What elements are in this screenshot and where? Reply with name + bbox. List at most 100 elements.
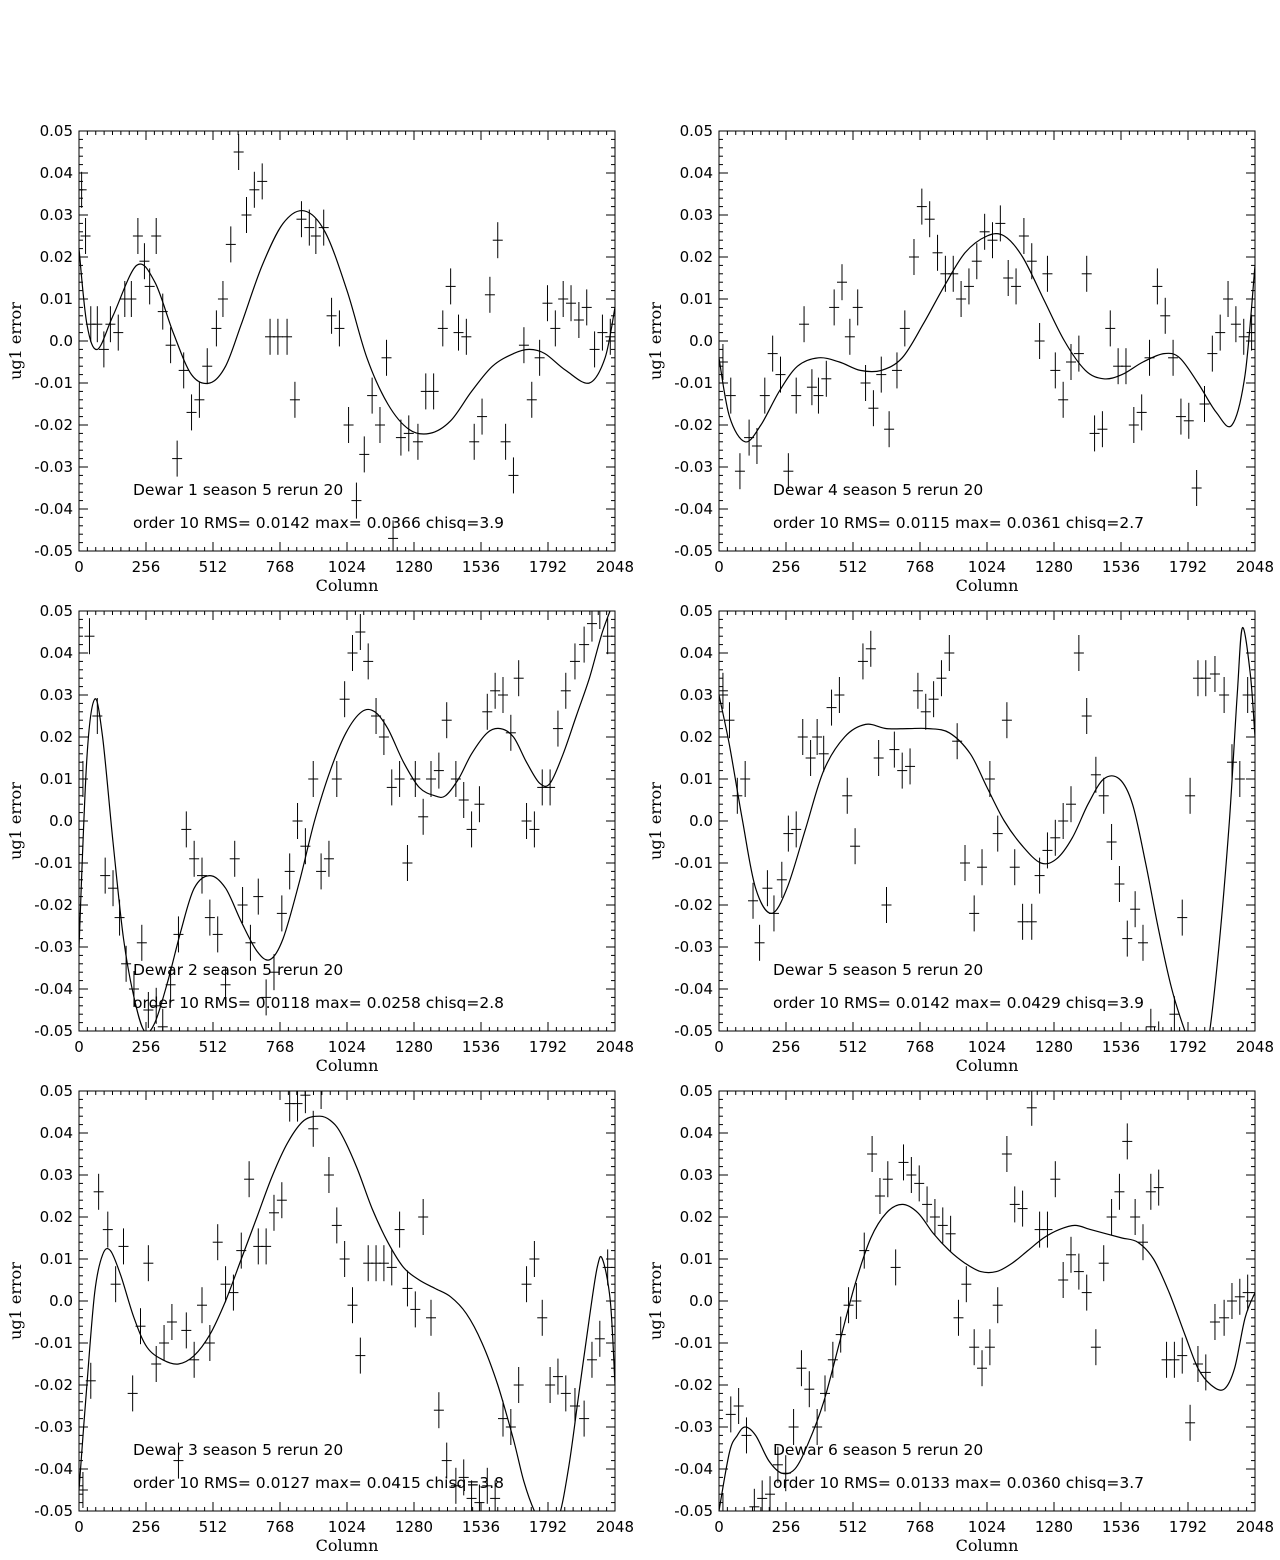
data-point xyxy=(757,1480,768,1511)
x-tick-label: 0 xyxy=(714,1518,724,1536)
data-point xyxy=(186,394,197,431)
data-point xyxy=(1050,819,1061,856)
data-point xyxy=(189,840,200,877)
data-point xyxy=(92,306,103,343)
data-point xyxy=(868,390,879,427)
y-tick-label: 0.05 xyxy=(40,1082,73,1100)
data-point xyxy=(402,1270,413,1307)
data-point xyxy=(1168,339,1179,376)
data-point xyxy=(233,134,244,170)
data-point xyxy=(842,777,853,814)
data-point xyxy=(1106,1199,1117,1235)
data-point xyxy=(1042,832,1053,869)
data-point xyxy=(105,306,116,343)
y-tick-label: 0.02 xyxy=(680,1208,713,1226)
x-tick-label: 256 xyxy=(772,1518,801,1536)
y-axis-label: ug1 error xyxy=(646,1262,665,1340)
data-point xyxy=(378,1245,389,1282)
annotation-dewar: Dewar 4 season 5 rerun 20 xyxy=(773,481,983,499)
y-tick-label: -0.01 xyxy=(34,854,73,872)
data-point xyxy=(1234,761,1245,797)
data-point xyxy=(963,268,974,305)
data-point xyxy=(979,213,990,250)
data-point xyxy=(326,297,337,334)
data-point xyxy=(1098,1245,1109,1282)
y-tick-label: -0.05 xyxy=(34,1022,73,1040)
data-point xyxy=(513,1367,524,1403)
data-point xyxy=(1230,306,1241,343)
x-tick-label: 768 xyxy=(906,1038,935,1056)
x-tick-label: 1024 xyxy=(968,1038,1006,1056)
data-point xyxy=(284,853,295,890)
data-point xyxy=(402,845,413,881)
y-tick-label: -0.04 xyxy=(674,500,713,518)
y-tick-label: 0.05 xyxy=(680,602,713,620)
x-tick-label: 2048 xyxy=(1236,1518,1274,1536)
data-point xyxy=(1081,1274,1092,1311)
y-tick-label: 0.01 xyxy=(40,770,73,788)
data-point xyxy=(1191,470,1202,506)
data-point xyxy=(797,719,808,755)
y-tick-label: -0.05 xyxy=(674,1502,713,1520)
data-point xyxy=(1130,1199,1141,1235)
data-point xyxy=(812,1409,823,1445)
x-tick-label: 768 xyxy=(906,1518,935,1536)
data-point xyxy=(1219,1299,1230,1336)
x-tick-label: 1280 xyxy=(1035,1518,1073,1536)
data-point xyxy=(143,992,154,1028)
x-tick-label: 1792 xyxy=(1169,558,1207,576)
data-point xyxy=(992,1287,1003,1324)
data-point xyxy=(581,289,592,326)
data-point xyxy=(1169,996,1180,1031)
data-point xyxy=(441,702,452,739)
data-point xyxy=(1192,1346,1203,1382)
data-point xyxy=(754,924,765,961)
y-tick-label: -0.03 xyxy=(34,1418,73,1436)
data-point xyxy=(1122,920,1133,957)
annotation-dewar: Dewar 6 season 5 rerun 20 xyxy=(773,1441,983,1459)
x-tick-label: 0 xyxy=(74,1038,84,1056)
data-point xyxy=(355,614,366,650)
x-tick-label: 1536 xyxy=(462,558,500,576)
data-point xyxy=(733,1388,744,1424)
x-tick-label: 1280 xyxy=(395,1038,433,1056)
data-point xyxy=(433,752,444,789)
data-point xyxy=(292,803,303,839)
data-point xyxy=(1081,698,1092,734)
data-layer xyxy=(79,611,613,1031)
y-tick-label: 0.03 xyxy=(40,206,73,224)
data-point xyxy=(108,870,119,907)
data-point xyxy=(143,1245,154,1282)
data-point xyxy=(347,1287,358,1324)
data-point xyxy=(1018,218,1029,254)
data-point xyxy=(181,811,192,848)
data-point xyxy=(282,318,293,355)
data-point xyxy=(1001,702,1012,739)
data-point xyxy=(725,1396,736,1433)
data-point xyxy=(912,672,923,709)
data-point xyxy=(1207,335,1218,372)
data-point xyxy=(194,381,205,418)
data-point xyxy=(100,857,111,894)
data-point xyxy=(812,719,823,755)
data-point xyxy=(492,222,503,259)
data-point xyxy=(597,314,608,351)
y-tick-label: 0.05 xyxy=(40,602,73,620)
data-layer xyxy=(719,627,1255,1031)
data-point xyxy=(1066,344,1077,380)
data-point xyxy=(79,171,87,208)
x-tick-label: 512 xyxy=(199,1518,228,1536)
data-point xyxy=(469,423,480,460)
data-point xyxy=(741,1417,752,1454)
data-point xyxy=(521,803,532,839)
x-tick-label: 1280 xyxy=(1035,1038,1073,1056)
x-tick-label: 1792 xyxy=(529,1038,567,1056)
data-point xyxy=(316,853,327,890)
data-point xyxy=(1238,318,1249,355)
y-tick-label: 0.0 xyxy=(689,812,713,830)
data-point xyxy=(818,735,829,772)
data-point xyxy=(225,226,236,263)
data-layer xyxy=(79,134,615,551)
data-point xyxy=(245,924,256,961)
data-point xyxy=(268,954,279,991)
